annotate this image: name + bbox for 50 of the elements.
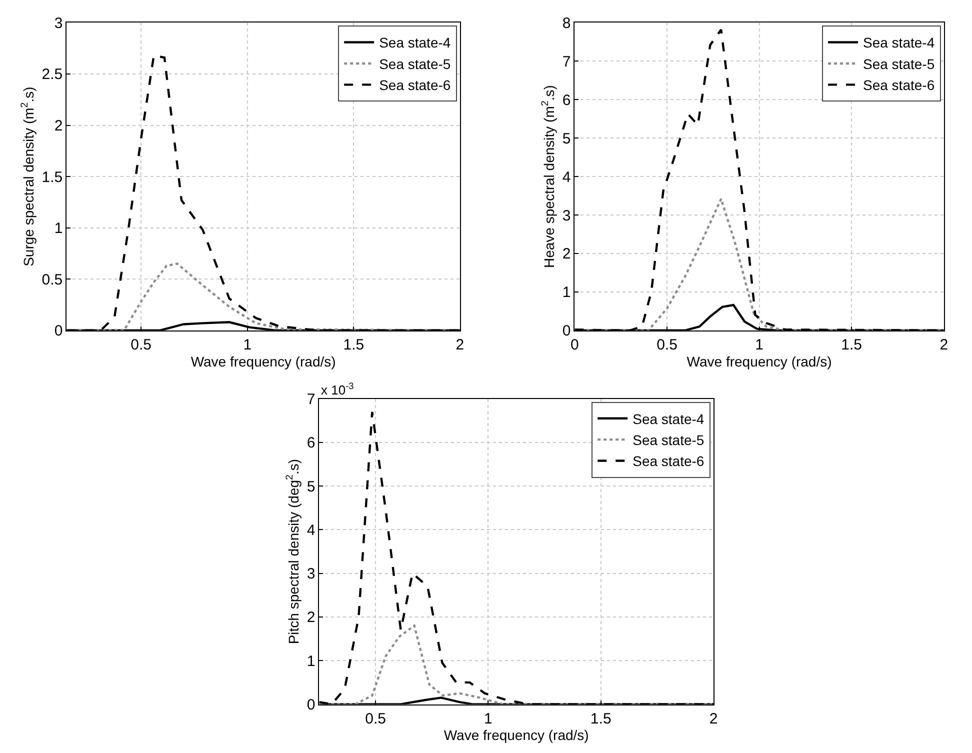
y-tick-label: 5 — [562, 130, 571, 148]
legend-label: Sea state-6 — [863, 77, 935, 94]
y-tick-label: 3 — [562, 207, 571, 224]
y-tick-label: 7 — [562, 53, 571, 70]
legend-label: Sea state-5 — [379, 56, 451, 72]
x-tick-label: 1 — [484, 710, 492, 728]
y-tick-label: 1 — [306, 652, 316, 670]
y-tick-label: 4 — [562, 168, 571, 186]
legend-label: Sea state-6 — [379, 77, 451, 94]
x-tick-label: 0.5 — [130, 336, 152, 354]
x-tick-label: 2 — [456, 336, 464, 354]
x-tick-label: 0.5 — [656, 336, 678, 354]
x-axis-title: Wave frequency (rad/s) — [190, 353, 336, 370]
x-tick-label: 1.5 — [841, 336, 862, 354]
y-tick-label: 7 — [306, 391, 316, 408]
x-tick-label: 2 — [940, 336, 948, 354]
y-tick-label: 4 — [306, 522, 316, 539]
x-tick-label: 1 — [243, 336, 252, 354]
x-tick-label: 1 — [755, 336, 764, 354]
x-axis-title: Wave frequency (rad/s) — [444, 727, 589, 744]
legend-label: Sea state-4 — [863, 34, 935, 51]
y-tick-label: 6 — [306, 434, 316, 452]
y-tick-label: 1 — [54, 220, 63, 238]
legend-label: Sea state-5 — [632, 432, 704, 448]
y-tick-label: 3 — [306, 566, 316, 583]
y-tick-label: 0 — [306, 696, 316, 714]
y-tick-label: 2 — [306, 609, 316, 626]
x-tick-label: 1.5 — [590, 710, 612, 728]
y-tick-label: 5 — [306, 478, 316, 496]
y-tick-label: 0 — [54, 322, 63, 340]
line-series — [319, 624, 714, 704]
y-tick-label: 2.5 — [42, 66, 63, 84]
y-tick-label: 6 — [562, 92, 571, 109]
legend-label: Sea state-5 — [863, 56, 935, 72]
y-tick-label: 1.5 — [42, 168, 63, 186]
x-tick-label: 0.5 — [365, 710, 386, 728]
x-tick-label: 1.5 — [343, 336, 364, 354]
y-tick-label: 0.5 — [42, 271, 63, 288]
y-tick-label: 3 — [54, 14, 63, 32]
x-tick-label: 2 — [709, 710, 718, 728]
text: x 10$^{-3}$ — [321, 381, 354, 398]
y-tick-label: 0 — [562, 322, 571, 340]
legend-label: Sea state-4 — [632, 410, 704, 427]
y-tick-label: 8 — [562, 14, 571, 32]
x-axis-title: Wave frequency (rad/s) — [686, 353, 832, 370]
legend-label: Sea state-4 — [379, 34, 451, 51]
y-tick-label: 2 — [54, 118, 63, 135]
y-tick-label: 1 — [562, 284, 571, 302]
legend-label: Sea state-6 — [632, 453, 704, 470]
y-tick-label: 2 — [562, 246, 571, 263]
